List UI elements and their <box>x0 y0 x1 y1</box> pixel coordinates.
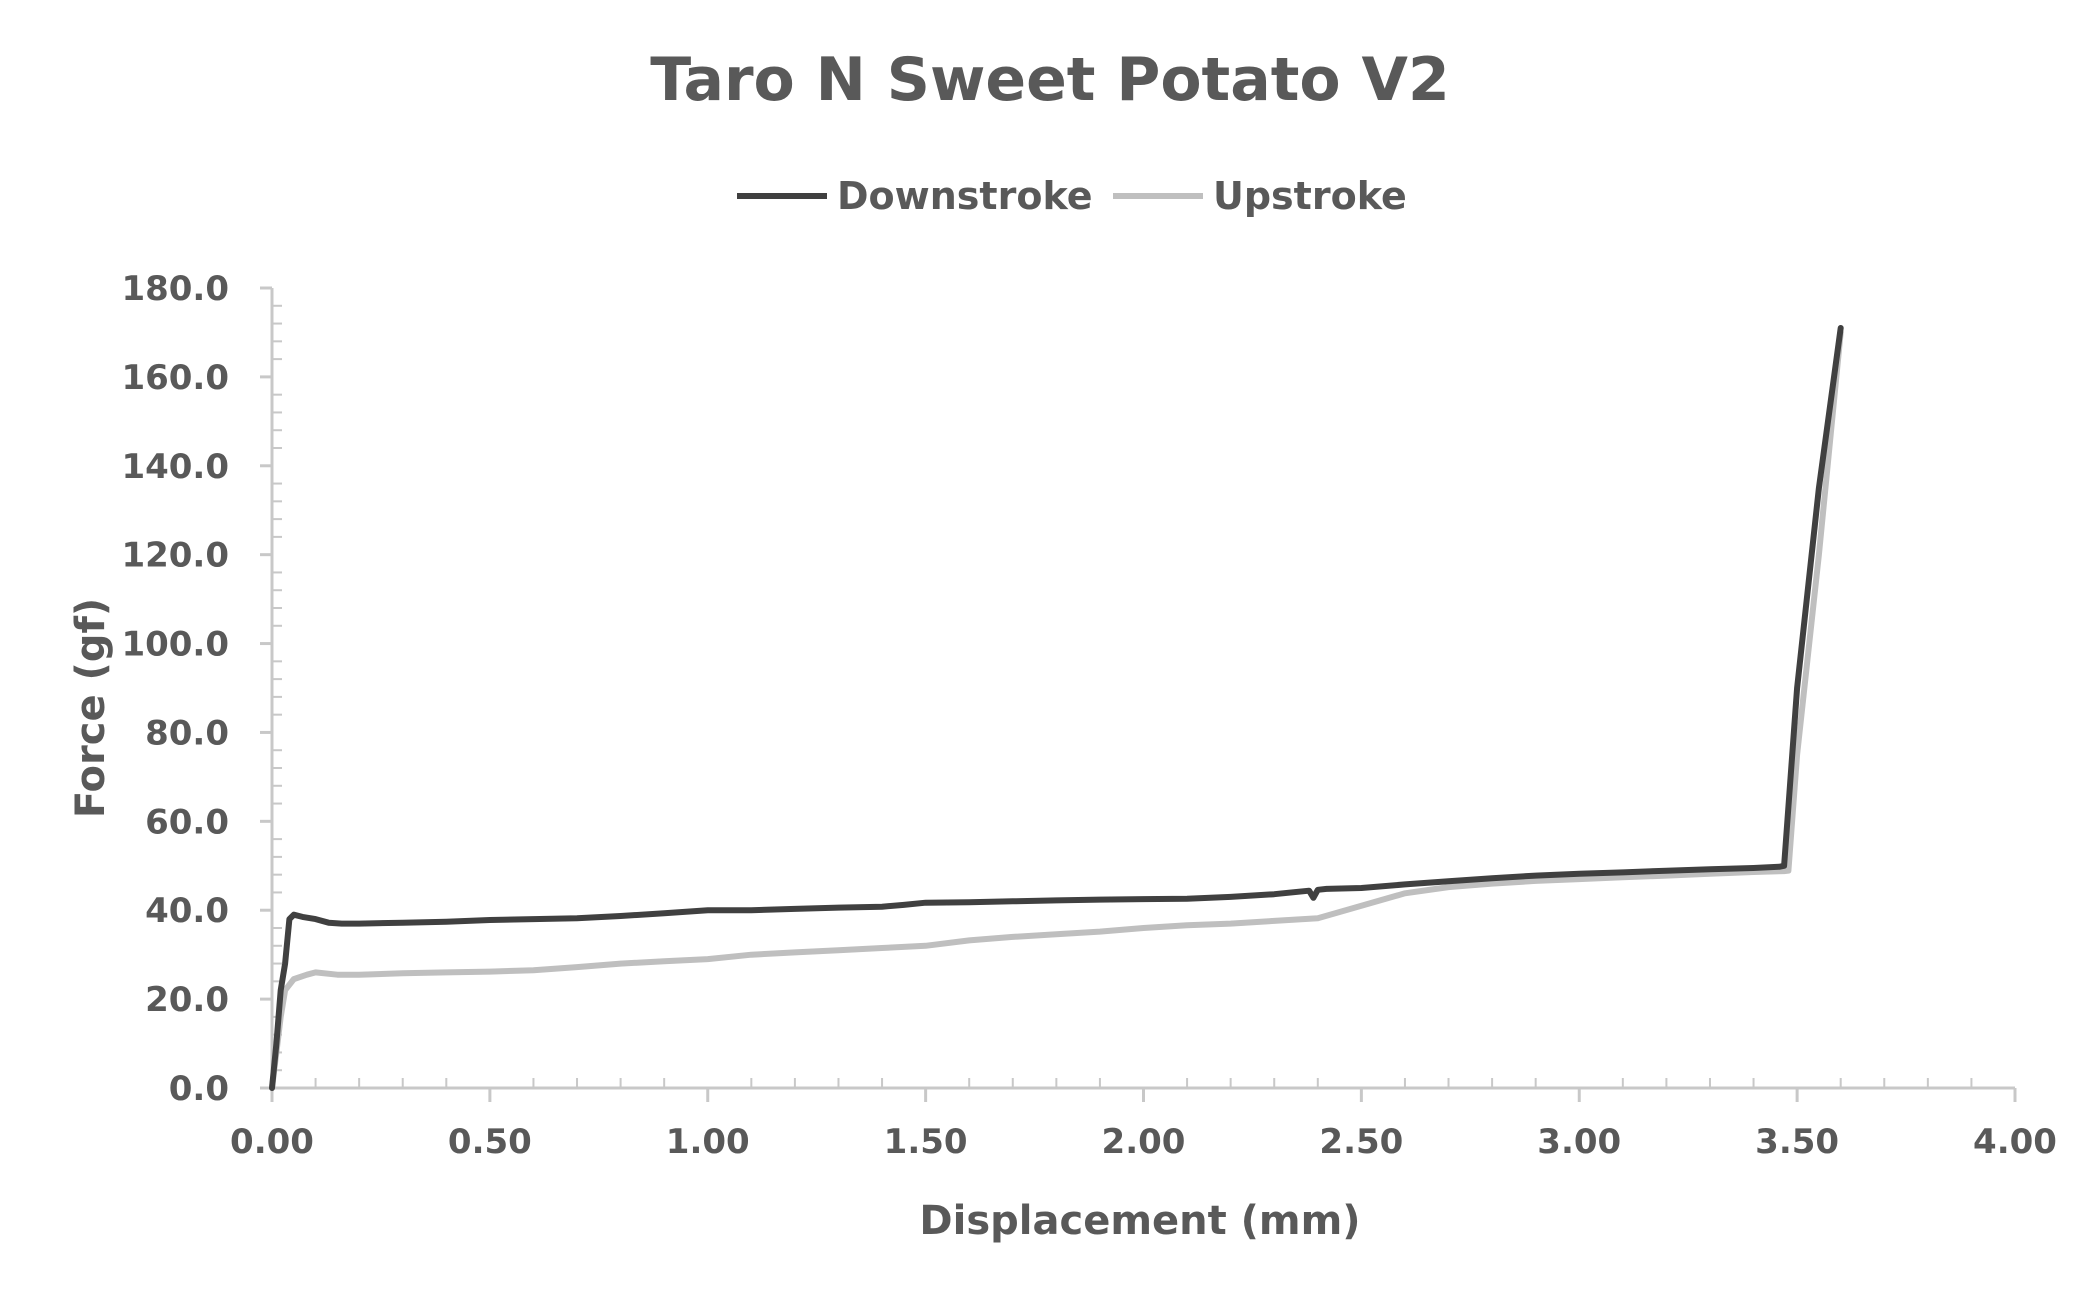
x-tick-label: 1.00 <box>666 1122 750 1162</box>
y-tick-label: 120.0 <box>121 536 229 576</box>
x-tick-label: 2.50 <box>1319 1122 1403 1162</box>
y-tick-label: 80.0 <box>145 713 229 753</box>
y-axis-title: Force (gf) <box>68 598 114 818</box>
legend-label-upstroke: Upstroke <box>1213 174 1407 218</box>
y-tick-label: 20.0 <box>145 980 229 1020</box>
x-tick-label: 3.50 <box>1755 1122 1839 1162</box>
x-tick-label: 1.50 <box>884 1122 968 1162</box>
series-line-upstroke <box>269 329 1844 1091</box>
legend: Downstroke Upstroke <box>737 174 1407 218</box>
x-tick-label: 0.00 <box>230 1122 314 1162</box>
x-tick-label: 3.00 <box>1537 1122 1621 1162</box>
y-tick-label: 100.0 <box>121 625 229 665</box>
y-tick-label: 0.0 <box>169 1069 229 1109</box>
x-axis-title: Displacement (mm) <box>919 1198 1360 1244</box>
y-tick-label: 40.0 <box>145 891 229 931</box>
legend-label-downstroke: Downstroke <box>837 174 1092 218</box>
y-tick-label: 160.0 <box>121 358 229 398</box>
axis-ticks: 0.0 20.0 40.0 60.0 80.0 100.0 120.0 140.0 160.0 1… <box>121 269 2056 1162</box>
y-tick-label: 60.0 <box>145 802 229 842</box>
x-tick-label: 2.00 <box>1102 1122 1186 1162</box>
y-tick-label: 180.0 <box>121 269 229 309</box>
x-tick-label: 0.50 <box>448 1122 532 1162</box>
series-layer <box>269 325 1844 1091</box>
chart-title: Taro N Sweet Potato V2 <box>650 45 1449 115</box>
x-tick-label: 4.00 <box>1973 1122 2057 1162</box>
y-tick-label: 140.0 <box>121 447 229 487</box>
series-line-downstroke <box>269 325 1844 1091</box>
